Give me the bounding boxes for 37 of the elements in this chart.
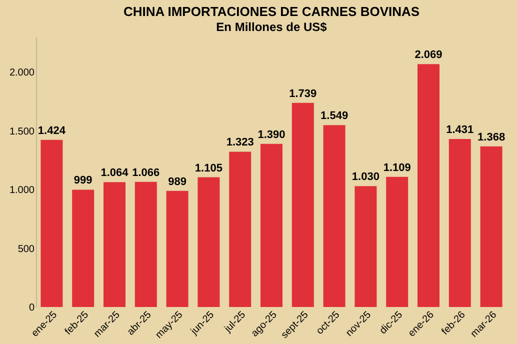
- bar: [354, 186, 377, 307]
- y-tick-label: 0: [28, 302, 35, 314]
- data-label: 989: [168, 176, 186, 188]
- y-tick-label: 500: [18, 244, 35, 255]
- data-label: 1.105: [194, 162, 222, 174]
- y-tick-label: 1.500: [9, 126, 35, 138]
- bar: [386, 176, 408, 307]
- bar: [229, 152, 252, 307]
- chart-subtitle: En Millones de US$: [216, 20, 328, 34]
- data-label: 2.069: [414, 49, 442, 62]
- bar: [480, 146, 502, 307]
- y-tick-label: 1.000: [9, 185, 35, 196]
- bar: [134, 182, 157, 307]
- data-label: 1.030: [352, 171, 380, 184]
- data-label: 1.066: [132, 166, 160, 179]
- data-label: 999: [74, 174, 92, 187]
- data-label: 1.431: [446, 124, 474, 136]
- bar: [418, 64, 440, 307]
- bar: [448, 139, 471, 307]
- data-label: 1.739: [289, 88, 317, 100]
- chart-title: CHINA IMPORTACIONES DE CARNES BOVINAS: [123, 4, 420, 19]
- bar: [323, 125, 346, 307]
- data-label: 1.323: [226, 136, 254, 149]
- bar: [166, 190, 188, 307]
- data-label: 1.368: [478, 131, 506, 144]
- bar: [260, 144, 282, 307]
- bar: [72, 190, 94, 307]
- y-tick-label: 2.000: [9, 68, 35, 79]
- data-label: 1.064: [100, 167, 130, 180]
- data-label: 1.424: [38, 124, 66, 137]
- bar: [198, 177, 220, 307]
- data-label: 1.549: [320, 110, 348, 122]
- data-label: 1.109: [383, 162, 411, 174]
- bar: [104, 182, 126, 307]
- bar: [40, 140, 63, 307]
- data-label: 1.390: [258, 128, 286, 141]
- bar: [292, 102, 314, 307]
